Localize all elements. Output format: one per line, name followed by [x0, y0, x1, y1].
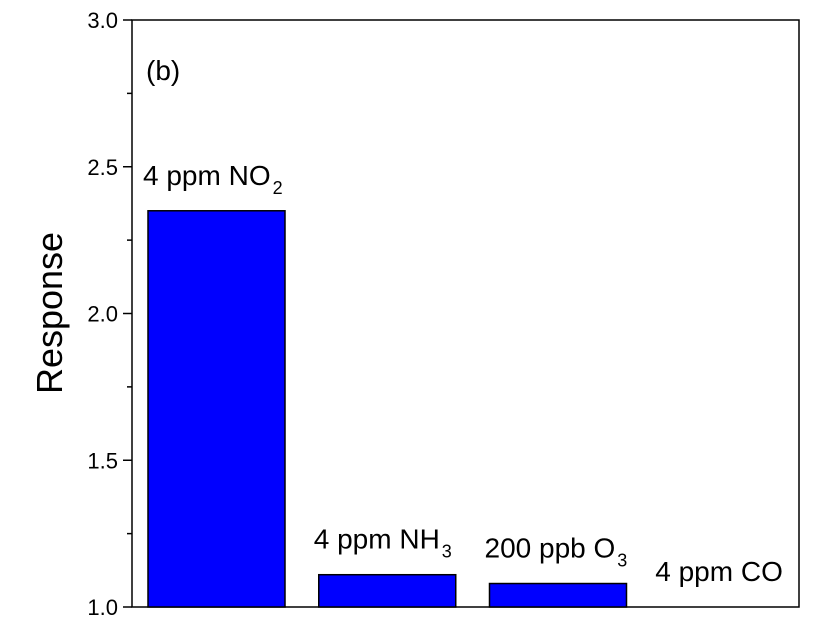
bars-group	[147, 210, 628, 608]
y-tick-label: 1.0	[87, 595, 118, 620]
bar-label-subscript: 3	[442, 542, 452, 562]
bar-category-label: 4 ppm CO	[655, 556, 783, 587]
bar-category-label: 4 ppm NO 2	[143, 160, 283, 198]
bar	[488, 582, 628, 608]
y-tick-label: 3.0	[87, 8, 118, 33]
panel-label: (b)	[146, 55, 180, 86]
bar-label-subscript: 2	[273, 178, 283, 198]
bar-label-text: 4 ppm NO	[143, 160, 271, 191]
bar	[147, 210, 286, 608]
y-tick-label: 2.5	[87, 155, 118, 180]
y-tick-label: 1.5	[87, 448, 118, 473]
bar-label-subscript: 3	[617, 551, 627, 571]
bar-label-text: 4 ppm CO	[655, 556, 783, 587]
bar-category-label: 4 ppm NH 3	[314, 524, 452, 562]
bar	[318, 573, 457, 608]
y-tick-label: 2.0	[87, 302, 118, 327]
y-ticks-group: 1.0 1.5 2.0 2.5 3.0	[87, 8, 132, 620]
bar-label-text: 200 ppb O	[485, 533, 616, 564]
y-axis-label: Response	[29, 232, 70, 394]
bar-label-text: 4 ppm NH	[314, 524, 440, 555]
